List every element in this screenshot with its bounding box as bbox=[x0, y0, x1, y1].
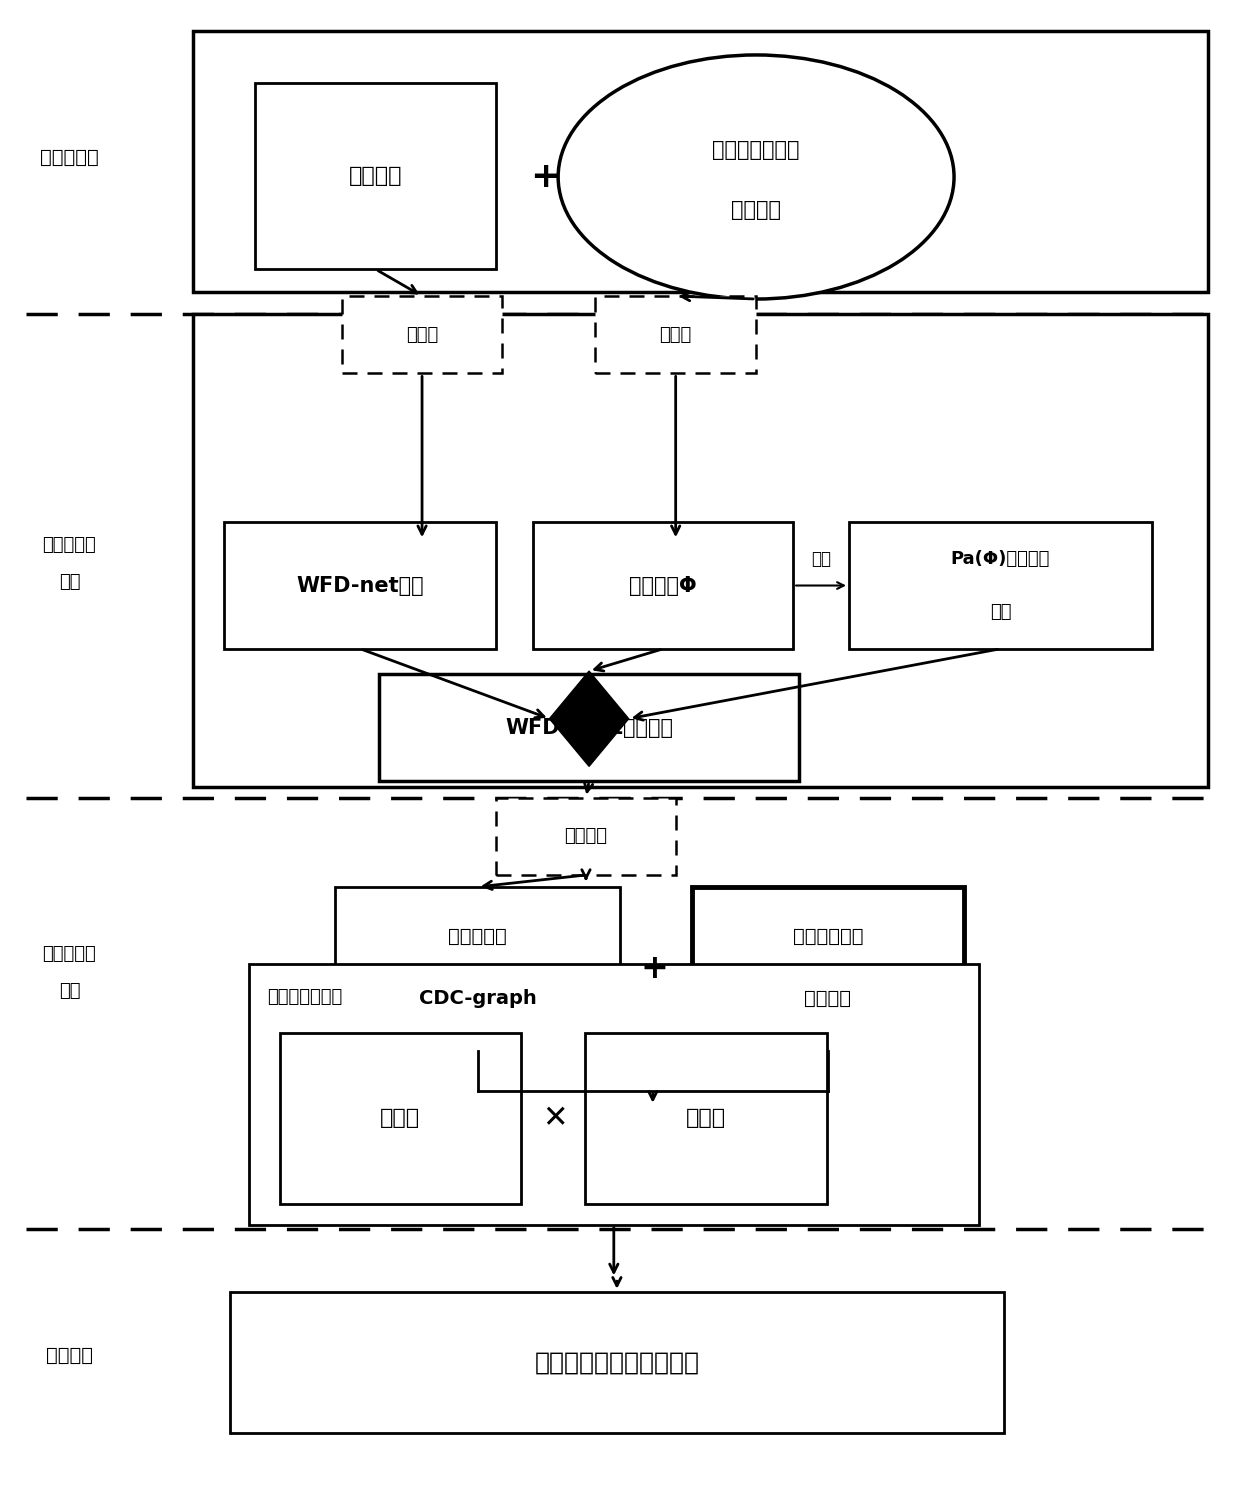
Bar bbox=[336, 887, 620, 1051]
Text: 形式化: 形式化 bbox=[405, 325, 438, 344]
Polygon shape bbox=[549, 671, 629, 766]
Text: 提炼: 提炼 bbox=[811, 550, 831, 568]
Bar bbox=[224, 522, 496, 649]
Bar bbox=[585, 1033, 827, 1203]
Text: 性质定义: 性质定义 bbox=[805, 989, 852, 1008]
Bar bbox=[849, 522, 1152, 649]
Text: 分析: 分析 bbox=[58, 983, 81, 1000]
Bar bbox=[378, 674, 800, 781]
Bar bbox=[496, 798, 676, 875]
Text: 功能需求: 功能需求 bbox=[732, 200, 781, 219]
Text: 可达配置图: 可达配置图 bbox=[449, 926, 507, 945]
Text: 建模: 建模 bbox=[58, 573, 81, 590]
Text: WFDC-net分析模型: WFDC-net分析模型 bbox=[505, 717, 673, 738]
Bar bbox=[193, 31, 1208, 292]
Bar bbox=[692, 887, 963, 1051]
Bar bbox=[255, 83, 496, 270]
Text: 合理性分析算法: 合理性分析算法 bbox=[268, 989, 342, 1006]
Text: 数据流: 数据流 bbox=[686, 1108, 727, 1129]
Text: 控制流: 控制流 bbox=[381, 1108, 420, 1129]
Text: 待测系统: 待测系统 bbox=[348, 167, 403, 186]
Bar bbox=[533, 522, 794, 649]
Text: 系统和需求: 系统和需求 bbox=[40, 148, 99, 167]
Ellipse shape bbox=[558, 55, 954, 300]
Text: ✕: ✕ bbox=[542, 1103, 567, 1133]
Bar bbox=[231, 1291, 1003, 1433]
Text: 分析结果: 分析结果 bbox=[46, 1346, 93, 1366]
Bar bbox=[249, 965, 978, 1224]
Text: 关于系统数据的: 关于系统数据的 bbox=[712, 140, 800, 160]
Text: 多层次合理性: 多层次合理性 bbox=[792, 926, 863, 945]
Text: 形式化: 形式化 bbox=[660, 325, 692, 344]
Text: WFD-net模型: WFD-net模型 bbox=[296, 576, 424, 595]
Bar bbox=[342, 297, 502, 373]
Text: 第一阶段：: 第一阶段： bbox=[42, 535, 97, 553]
Bar bbox=[280, 1033, 521, 1203]
Bar bbox=[193, 315, 1208, 787]
Text: Pa(Φ)属性分析: Pa(Φ)属性分析 bbox=[951, 550, 1050, 568]
Text: 发生语义: 发生语义 bbox=[564, 828, 608, 845]
Text: CDC-graph: CDC-graph bbox=[419, 989, 537, 1008]
Bar bbox=[595, 297, 756, 373]
Text: +: + bbox=[641, 953, 668, 986]
Text: 模型: 模型 bbox=[990, 604, 1011, 622]
Text: 数据约束Φ: 数据约束Φ bbox=[630, 576, 697, 595]
Text: 第二阶段：: 第二阶段： bbox=[42, 945, 97, 963]
Text: 得出系统正确性判断结果: 得出系统正确性判断结果 bbox=[534, 1351, 699, 1375]
Text: +: + bbox=[531, 160, 560, 194]
